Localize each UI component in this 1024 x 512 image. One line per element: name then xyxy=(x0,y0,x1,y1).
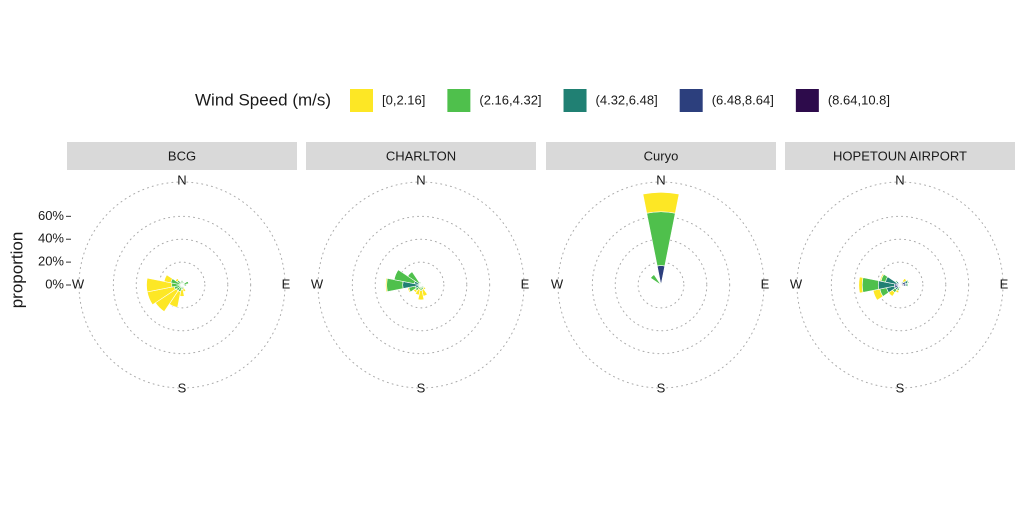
legend-key xyxy=(447,89,471,112)
direction-label: N xyxy=(656,172,665,187)
facet-title: CHARLTON xyxy=(386,148,456,163)
legend-key xyxy=(795,89,819,112)
legend-key xyxy=(563,89,587,112)
legend-label: (4.32,6.48] xyxy=(596,92,658,107)
direction-label: S xyxy=(657,380,666,395)
grid-ring xyxy=(351,215,491,355)
outer-ring xyxy=(796,181,1004,389)
grid-ring xyxy=(591,215,731,355)
facet-title: Curyo xyxy=(644,148,679,163)
rose-segment xyxy=(879,273,885,282)
facet-strip xyxy=(67,142,297,170)
legend-label: (8.64,10.8] xyxy=(828,92,890,107)
y-tick-label: 40% xyxy=(38,231,64,246)
rose-segment xyxy=(418,281,421,283)
y-axis-title: proportion xyxy=(7,232,26,309)
facet-title: HOPETOUN AIRPORT xyxy=(833,148,967,163)
facet-title: BCG xyxy=(168,148,196,163)
direction-label: S xyxy=(896,380,905,395)
grid-ring xyxy=(853,238,947,332)
direction-label: N xyxy=(895,172,904,187)
legend-label: (6.48,8.64] xyxy=(712,92,774,107)
legend-label: (2.16,4.32] xyxy=(479,92,541,107)
rose-segment xyxy=(385,277,388,293)
grid-ring xyxy=(112,215,252,355)
direction-label: S xyxy=(178,380,187,395)
legend-key xyxy=(679,89,703,112)
outer-ring xyxy=(78,181,286,389)
outer-ring xyxy=(557,181,765,389)
direction-label: S xyxy=(417,380,426,395)
direction-label: W xyxy=(551,276,564,291)
rose-segment xyxy=(163,274,173,284)
rose-segment xyxy=(650,274,655,279)
rose-segment xyxy=(182,281,185,283)
direction-label: E xyxy=(761,276,770,291)
direction-label: W xyxy=(311,276,324,291)
y-tick-label: 0% xyxy=(45,276,64,291)
rose-segment xyxy=(858,276,864,294)
direction-label: E xyxy=(1000,276,1009,291)
facet-strip xyxy=(546,142,776,170)
grid-ring xyxy=(135,238,229,332)
rose-segment xyxy=(646,211,676,267)
direction-label: N xyxy=(177,172,186,187)
facet-strip xyxy=(785,142,1015,170)
legend-key xyxy=(350,89,373,112)
direction-label: W xyxy=(790,276,803,291)
direction-label: W xyxy=(72,276,85,291)
y-tick-label: 60% xyxy=(38,208,64,223)
direction-label: E xyxy=(521,276,530,291)
grid-ring xyxy=(830,215,970,355)
y-tick-label: 20% xyxy=(38,254,64,269)
rose-segment xyxy=(642,192,680,214)
legend-title: Wind Speed (m/s) xyxy=(195,90,331,109)
rose-segment xyxy=(187,281,190,284)
grid-ring xyxy=(637,261,685,309)
direction-label: E xyxy=(282,276,291,291)
legend-label: [0,2.16] xyxy=(382,92,425,107)
rose-segment xyxy=(174,277,180,283)
direction-label: N xyxy=(416,172,425,187)
facet-strip xyxy=(306,142,536,170)
outer-ring xyxy=(317,181,525,389)
grid-ring xyxy=(374,238,468,332)
rose-segment xyxy=(179,281,182,283)
